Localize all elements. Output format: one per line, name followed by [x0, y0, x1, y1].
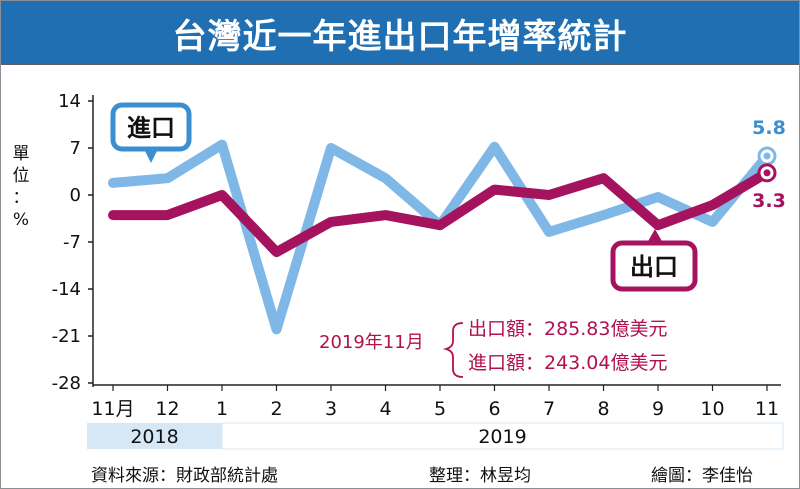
annotation-date: 2019年11月	[319, 332, 424, 353]
y-tick-label: 14	[58, 91, 81, 112]
export-end-label: 3.3	[752, 190, 786, 212]
x-tick-label: 3	[325, 398, 337, 420]
x-tick-label: 7	[543, 398, 555, 420]
import-series-line	[108, 139, 772, 335]
x-tick-label: 1	[216, 398, 228, 420]
x-tick-label: 12	[155, 398, 179, 420]
title-bar: 台灣近一年進出口年增率統計	[1, 1, 799, 65]
series-layer	[108, 139, 777, 335]
x-tick-label: 11	[755, 398, 779, 420]
year-band	[221, 422, 784, 450]
data-source-text: 資料來源：財政部統計處	[91, 466, 278, 486]
annotation-import-value: 進口額：243.04億美元	[468, 352, 667, 374]
x-tick-label: 8	[597, 398, 609, 420]
year-label: 2019	[478, 426, 526, 448]
x-tick-label: 9	[652, 398, 664, 420]
compiled-by-text: 整理：林昱均	[429, 466, 531, 486]
import-end-label: 5.8	[752, 117, 786, 139]
export-callout-box	[610, 240, 698, 292]
import-callout: 進口	[110, 102, 192, 163]
y-tick-label: 0	[70, 185, 81, 206]
export-end-marker-dot	[763, 169, 771, 177]
x-tick-label: 10	[700, 398, 724, 420]
export-callout-pointer	[647, 229, 663, 243]
chart-title: 台灣近一年進出口年增率統計	[172, 17, 628, 57]
x-tick-label: 11月	[91, 398, 134, 420]
x-tick-label: 5	[434, 398, 446, 420]
y-tick-label: -7	[63, 232, 81, 253]
export-series-line	[108, 167, 772, 258]
export-callout: 出口	[610, 229, 698, 292]
x-tick-label: 6	[488, 398, 500, 420]
unit-label-char: %	[13, 210, 29, 230]
annotation-brace	[442, 322, 464, 378]
import-end-marker-dot	[763, 152, 771, 160]
unit-label-char: ：	[13, 188, 30, 208]
unit-label-char: 位	[13, 166, 30, 186]
import-callout-label: 進口	[127, 114, 175, 142]
x-tick-label: 2	[270, 398, 282, 420]
unit-label-char: 單	[13, 144, 30, 164]
year-band-layer: 2018 2019	[87, 422, 784, 450]
source-row: 資料來源：財政部統計處 整理：林昱均 繪圖：李佳怡	[1, 457, 799, 487]
year-label: 2018	[130, 426, 178, 448]
import-callout-pointer	[143, 147, 159, 163]
drawn-by-text: 繪圖：李佳怡	[651, 466, 753, 486]
y-tick-label: 7	[70, 138, 81, 159]
y-tick-label: -28	[52, 373, 81, 394]
year-band	[87, 423, 222, 449]
y-tick-label: -21	[52, 326, 81, 347]
y-tick-label: -14	[52, 279, 81, 300]
export-callout-label: 出口	[630, 253, 678, 281]
x-tick-label: 4	[379, 398, 391, 420]
annotation-export-value: 出口額：285.83億美元	[468, 318, 667, 340]
